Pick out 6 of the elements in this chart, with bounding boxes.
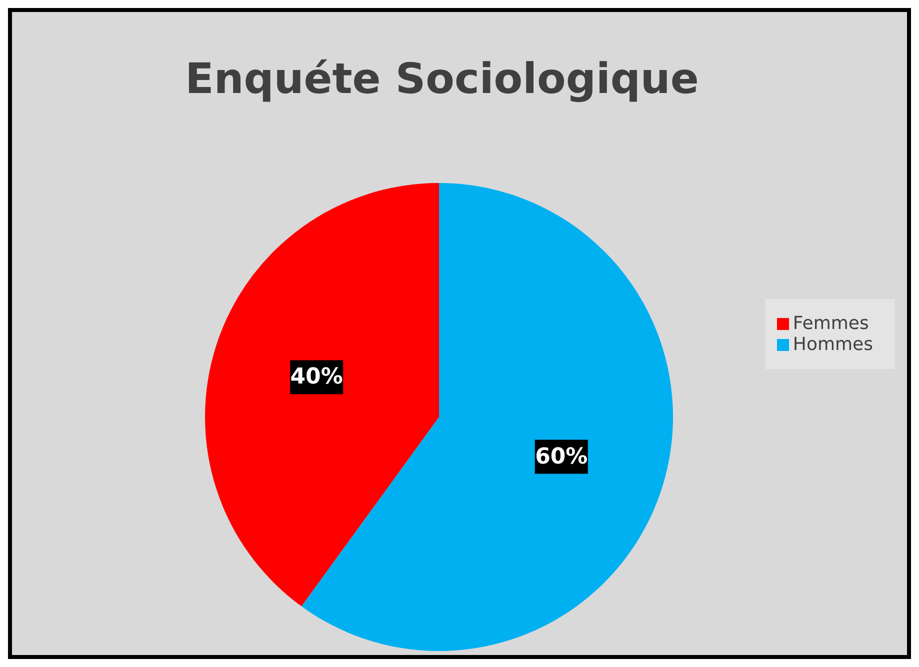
legend-label: Hommes	[792, 334, 873, 354]
chart-title: Enquéte Sociologique	[184, 54, 700, 103]
data-label: 40%	[290, 364, 343, 390]
pie-slice	[205, 183, 439, 606]
legend-label: Femmes	[792, 312, 869, 334]
data-label: 60%	[535, 444, 588, 470]
